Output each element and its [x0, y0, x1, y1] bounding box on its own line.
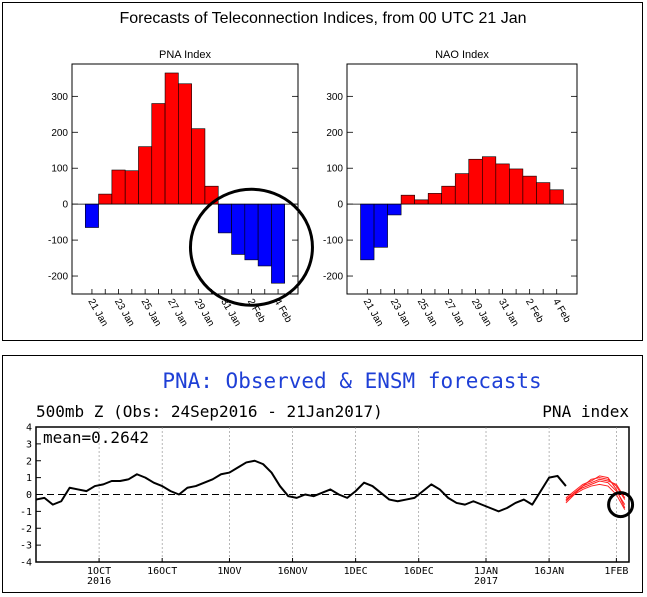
- line-ytick-label: 1: [26, 473, 32, 484]
- nao-bar: [360, 203, 375, 261]
- pna-bar: [164, 72, 179, 205]
- nao-bar: [387, 203, 402, 216]
- line-ytick-label: -1: [20, 507, 32, 518]
- bottom-index-label: PNA index: [542, 402, 629, 421]
- line-xtick-label: 16NOV: [277, 566, 307, 577]
- nao-xtick-label: 31 Jan: [496, 297, 521, 329]
- observed-line: [35, 459, 567, 513]
- line-ytick-label: -2: [20, 524, 32, 535]
- line-xtick-label: 1DEC: [344, 566, 368, 577]
- nao-bar: [481, 156, 497, 205]
- line-ytick-label: 2: [26, 456, 32, 467]
- nao-bar: [468, 158, 483, 205]
- line-ytick-label: 3: [26, 439, 32, 450]
- pna-title: PNA Index: [159, 49, 211, 61]
- pna-bar: [124, 170, 139, 205]
- bottom-title: PNA: Observed & ENSM forecasts: [162, 369, 541, 393]
- pna-bar: [178, 83, 192, 205]
- nao-xtick-label: 29 Jan: [469, 297, 494, 329]
- pna-bar: [138, 146, 153, 205]
- pna-ytick-label: -100: [48, 236, 68, 247]
- nao-ytick-label: -100: [323, 236, 343, 247]
- nao-bar: [441, 185, 456, 205]
- pna-xtick-label: 25 Jan: [139, 297, 164, 329]
- pna-bar: [151, 103, 166, 205]
- nao-bar: [414, 199, 429, 205]
- teleconnection-charts: Forecasts of Teleconnection Indices, fro…: [48, 10, 578, 329]
- pna-observed-chart: PNA: Observed & ENSM forecasts 500mb Z (…: [20, 369, 635, 587]
- bottom-subtitle: 500mb Z (Obs: 24Sep2016 - 21Jan2017): [36, 402, 383, 421]
- nao-bar: [454, 173, 470, 205]
- nao-ytick-label: 300: [326, 92, 343, 103]
- pna-bar: [217, 203, 232, 234]
- pna-bar: [257, 203, 272, 267]
- pna-ytick-label: 300: [51, 92, 68, 103]
- line-ytick-label: 4: [26, 423, 32, 434]
- line-xtick-label: 1JAN: [474, 566, 498, 577]
- nao-xtick-label: 25 Jan: [415, 297, 440, 329]
- pna-bar: [191, 128, 206, 205]
- nao-xtick-label: 23 Jan: [388, 297, 413, 329]
- pna-bar: [231, 203, 246, 255]
- nao-bar: [427, 193, 443, 205]
- pna-xtick-label: 27 Jan: [165, 297, 190, 329]
- nao-xtick-label: 21 Jan: [361, 297, 386, 329]
- pna-xtick-label: 29 Jan: [192, 297, 217, 329]
- line-xtick-label: 16OCT: [147, 566, 177, 577]
- pna-highlight-circle: [188, 187, 314, 307]
- pna-observed-panel: PNA: Observed & ENSM forecasts 500mb Z (…: [2, 355, 643, 593]
- line-ytick-label: 0: [26, 490, 32, 501]
- pna-bar: [271, 203, 286, 284]
- teleconnection-panel: Forecasts of Teleconnection Indices, fro…: [2, 2, 643, 341]
- top-title: Forecasts of Teleconnection Indices, fro…: [119, 10, 526, 27]
- mean-label: mean=0.2642: [43, 428, 149, 447]
- forecast-highlight-circle: [607, 491, 635, 519]
- pna-bar: [84, 203, 99, 228]
- line-xtick-label: 1NOV: [217, 566, 241, 577]
- pna-xtick-label: 23 Jan: [112, 297, 137, 329]
- nao-bar: [373, 203, 388, 248]
- nao-ytick-label: 100: [326, 164, 343, 175]
- nao-title: NAO Index: [435, 49, 489, 61]
- pna-bar: [98, 193, 113, 205]
- nao-bar: [536, 182, 551, 205]
- nao-xtick-label: 4 Feb: [550, 297, 573, 325]
- nao-bar: [522, 175, 537, 205]
- line-ytick-label: -3: [20, 541, 32, 552]
- nao-bar: [549, 189, 564, 205]
- nao-ytick-label: 0: [337, 200, 343, 211]
- forecast-member-line: [565, 478, 626, 500]
- pna-ytick-label: 100: [51, 164, 68, 175]
- line-xtick-label: 16JAN: [534, 566, 564, 577]
- pna-bar: [244, 203, 259, 261]
- nao-xtick-label: 27 Jan: [442, 297, 467, 329]
- pna-xtick-label: 21 Jan: [85, 297, 110, 329]
- pna-bar: [111, 169, 126, 205]
- line-xtick-label: 1OCT: [87, 566, 111, 577]
- line-xtick-year: 2016: [87, 576, 111, 587]
- nao-ytick-label: -200: [323, 272, 343, 283]
- pna-ytick-label: 0: [62, 200, 68, 211]
- pna-ytick-label: 200: [51, 128, 68, 139]
- line-xtick-label: 16DEC: [404, 566, 434, 577]
- line-xtick-label: 1FEB: [604, 566, 628, 577]
- nao-bar: [400, 194, 415, 205]
- nao-bar: [495, 163, 510, 205]
- nao-bar: [509, 168, 524, 205]
- nao-ytick-label: 200: [326, 128, 343, 139]
- forecast-member-line: [565, 475, 626, 509]
- line-ytick-label: -4: [20, 558, 32, 569]
- nao-xtick-label: 2 Feb: [523, 297, 546, 325]
- pna-xtick-label: 2 Feb: [245, 297, 268, 325]
- line-xtick-year: 2017: [474, 576, 498, 587]
- pna-ytick-label: -200: [48, 272, 68, 283]
